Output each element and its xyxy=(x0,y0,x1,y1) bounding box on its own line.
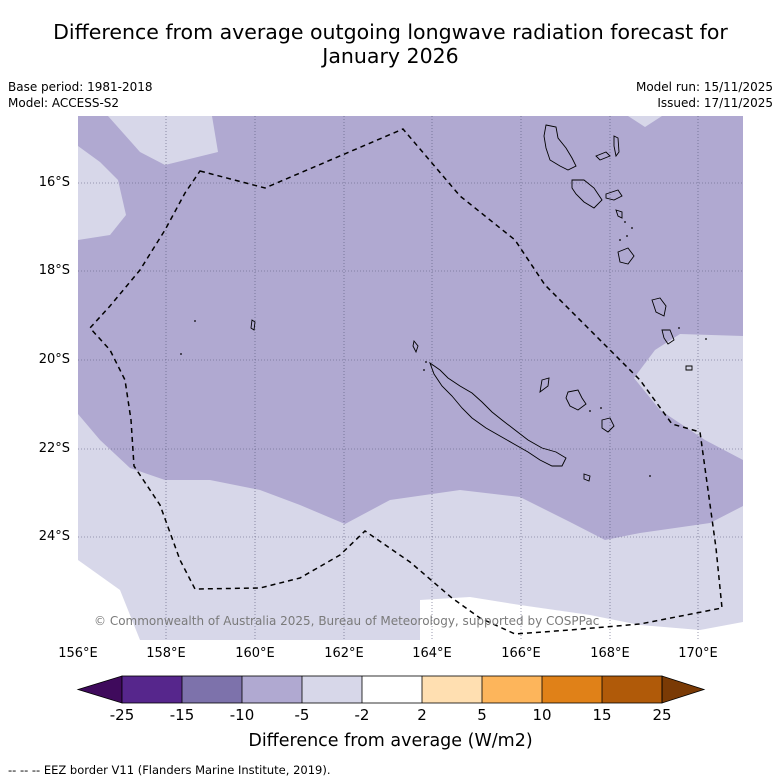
island-mare xyxy=(601,417,615,433)
colorbar-tick: 10 xyxy=(532,706,552,724)
lon-label-162e: 162°E xyxy=(324,646,364,661)
island-tanna xyxy=(651,297,667,317)
lon-label-156e: 156°E xyxy=(58,646,98,661)
landmasses xyxy=(250,124,693,482)
colorbar-tick: -5 xyxy=(294,706,310,724)
island-efate xyxy=(617,247,635,265)
island-ambrym xyxy=(605,189,623,201)
island-ambae xyxy=(595,151,611,161)
colorbar-segment xyxy=(422,676,482,703)
title-line-2: January 2026 xyxy=(322,44,459,68)
small-islets xyxy=(180,221,707,477)
new-caledonia-main-island xyxy=(429,361,567,467)
island-aneityum xyxy=(685,365,693,371)
lat-label-22s: 22°S xyxy=(38,441,70,456)
map-area[interactable] xyxy=(78,116,743,640)
island-isle-of-pines xyxy=(583,473,591,482)
colorbar xyxy=(76,675,706,704)
eez-border xyxy=(88,128,723,635)
lat-label-24s: 24°S xyxy=(38,529,70,544)
eez-legend: -- -- -- EEZ border V11 (Flanders Marine… xyxy=(8,763,331,777)
anomaly-region-northeast xyxy=(628,116,662,127)
colorbar-tick: 5 xyxy=(477,706,487,724)
copyright-notice: © Commonwealth of Australia 2025, Bureau… xyxy=(94,614,600,628)
lon-label-164e: 164°E xyxy=(412,646,452,661)
lon-label-160e: 160°E xyxy=(235,646,275,661)
colorbar-tick: 2 xyxy=(417,706,427,724)
title-line-1: Difference from average outgoing longwav… xyxy=(53,20,728,44)
lat-label-20s: 20°S xyxy=(38,352,70,367)
lat-label-18s: 18°S xyxy=(38,263,70,278)
model-run: Model run: 15/11/2025 xyxy=(635,80,773,94)
colorbar-segment xyxy=(482,676,542,703)
colorbar-tick: 15 xyxy=(592,706,612,724)
colorbar-tick: 25 xyxy=(652,706,672,724)
island-malekula xyxy=(571,179,603,209)
colorbar-segment xyxy=(602,676,662,703)
colorbar-tick: -25 xyxy=(109,706,135,724)
island-west-small xyxy=(250,319,256,331)
colorbar-dividers xyxy=(181,676,603,703)
anomaly-region-near-zero-south xyxy=(420,597,743,640)
meta-right: Model run: 15/11/2025 Issued: 17/11/2025 xyxy=(636,79,773,111)
colorbar-segment xyxy=(362,676,422,703)
colorbar-extend-low xyxy=(76,675,123,704)
lon-label-166e: 166°E xyxy=(501,646,541,661)
anomaly-region-east xyxy=(634,334,743,460)
island-epi xyxy=(615,209,623,219)
issued-date: Issued: 17/11/2025 xyxy=(657,96,773,110)
island-espiritu-santo xyxy=(543,124,577,171)
colorbar-tick: -10 xyxy=(229,706,255,724)
page-title: Difference from average outgoing longwav… xyxy=(0,20,781,68)
colorbar-tick: -15 xyxy=(169,706,195,724)
anomaly-region-north xyxy=(108,116,218,165)
colorbar-segment xyxy=(182,676,242,703)
colorbar-tick: -2 xyxy=(354,706,370,724)
island-maewo xyxy=(613,135,620,158)
island-belep xyxy=(412,339,419,354)
lon-label-170e: 170°E xyxy=(678,646,718,661)
colorbar-extend-high xyxy=(661,675,706,704)
colorbar-segment xyxy=(302,676,362,703)
anomaly-region-northwest xyxy=(78,146,126,240)
colorbar-segment xyxy=(242,676,302,703)
model-name: Model: ACCESS-S2 xyxy=(8,96,120,110)
island-ouvea xyxy=(539,377,550,394)
island-lifou xyxy=(565,389,587,411)
anomaly-region-near-zero-southwest xyxy=(78,560,140,640)
graticule xyxy=(78,116,743,640)
anomaly-region-southern xyxy=(78,414,743,640)
colorbar-segment xyxy=(542,676,602,703)
colorbar-label: Difference from average (W/m2) xyxy=(248,731,533,751)
lon-label-168e: 168°E xyxy=(590,646,630,661)
colorbar-segment xyxy=(122,676,182,703)
colorbar-outline xyxy=(121,675,663,704)
base-period: Base period: 1981-2018 xyxy=(8,80,153,94)
island-erromango xyxy=(661,329,675,345)
meta-left: Base period: 1981-2018 Model: ACCESS-S2 xyxy=(8,79,153,111)
lat-label-16s: 16°S xyxy=(38,175,70,190)
lon-label-158e: 158°E xyxy=(146,646,186,661)
